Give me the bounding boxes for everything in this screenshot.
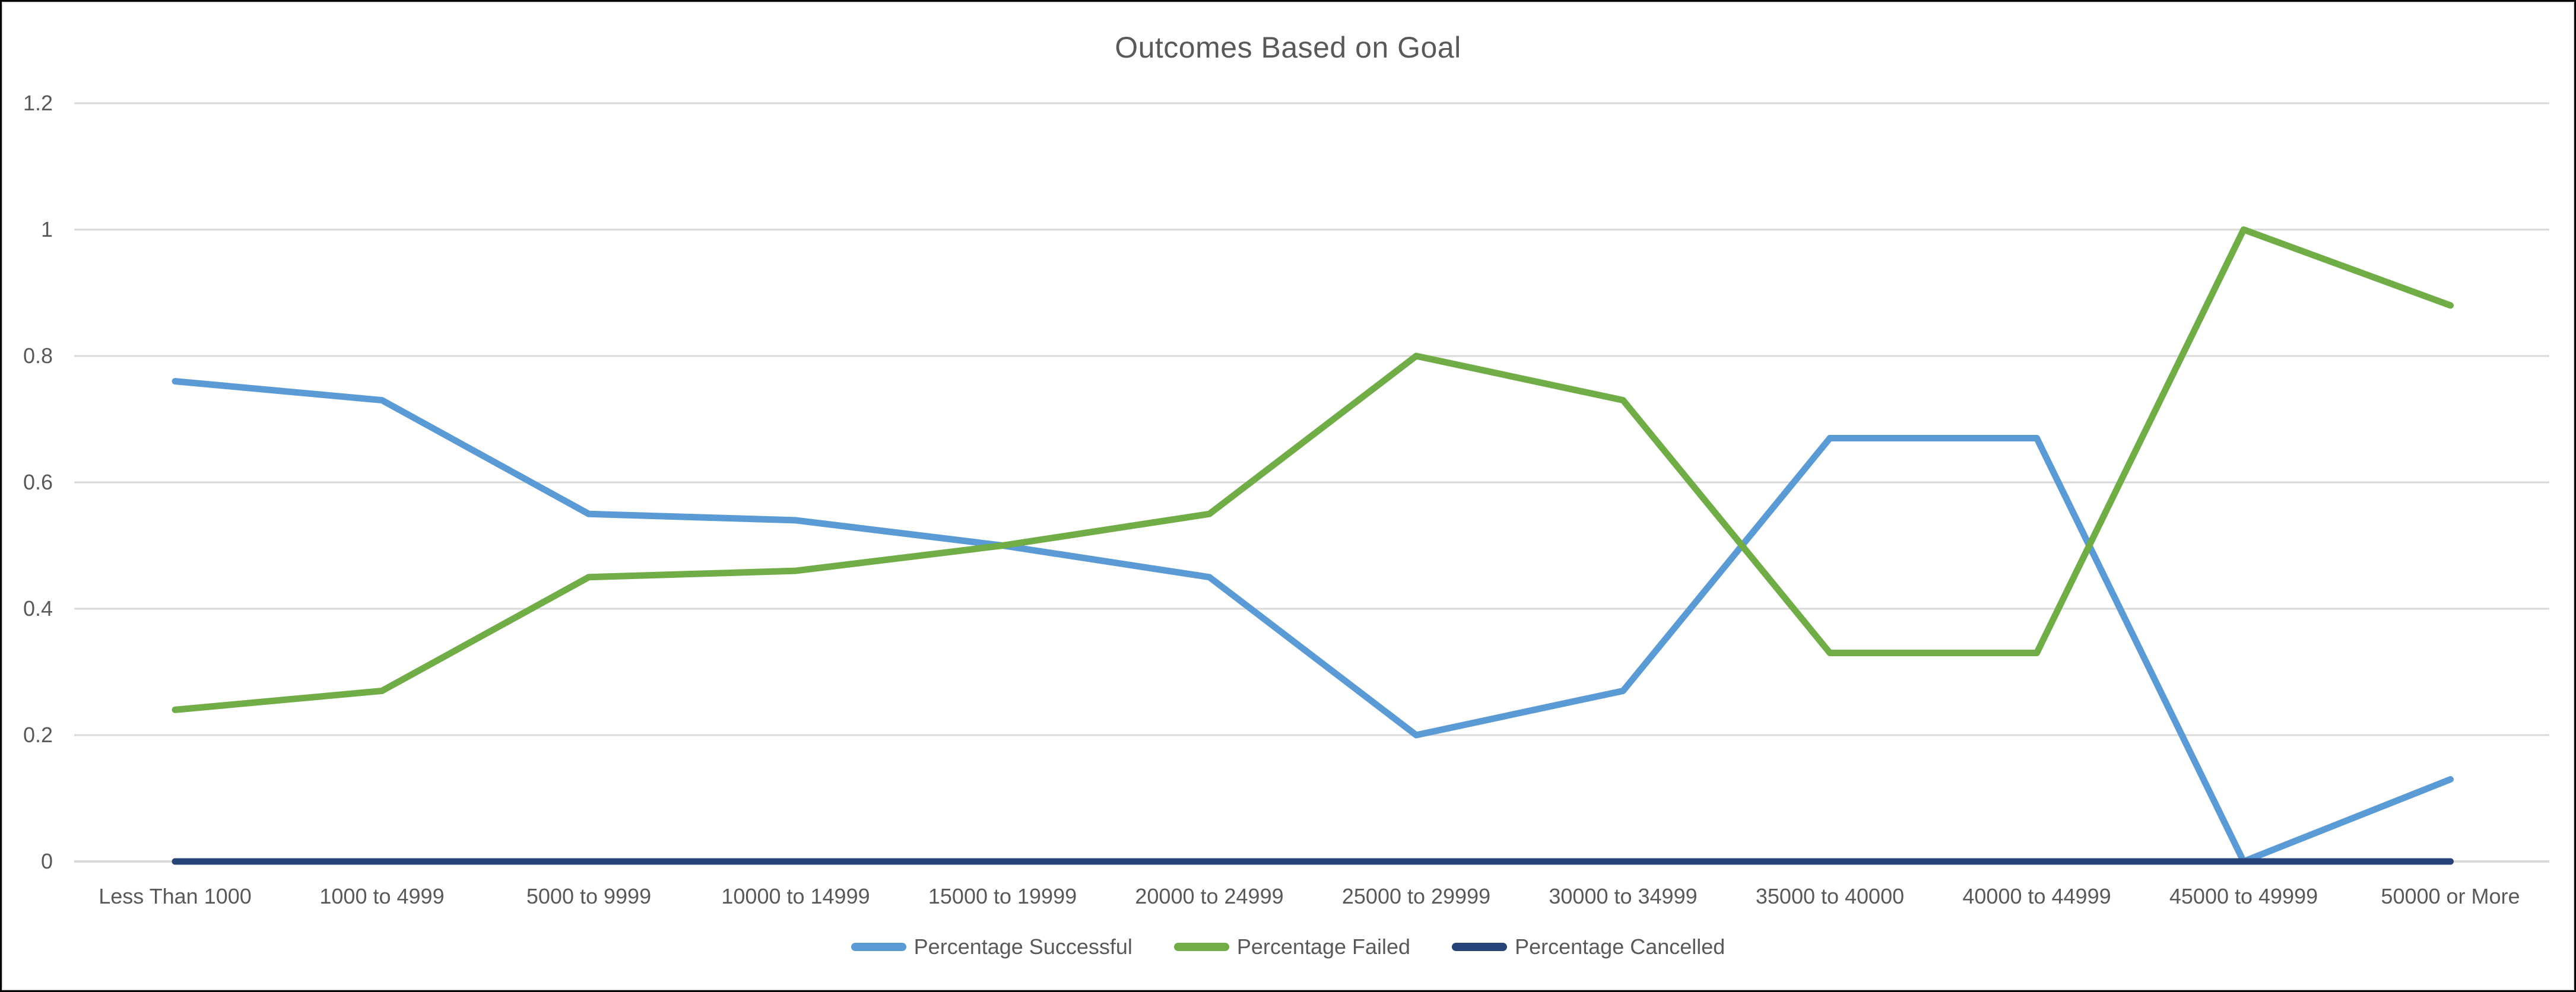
series-line-percentage-failed[interactable]	[172, 226, 2454, 713]
legend-line-marker	[1452, 943, 1508, 951]
legend: Percentage Successful Percentage Failed Pe…	[2, 934, 2574, 959]
x-axis-label: 10000 to 14999	[721, 884, 870, 908]
series-line-percentage-successful[interactable]	[172, 378, 2454, 865]
x-axis-label: 25000 to 29999	[1341, 884, 1491, 908]
legend-line-marker	[851, 943, 906, 951]
y-tick-label: 1.2	[23, 91, 53, 115]
y-tick-label: 0.8	[23, 344, 53, 368]
x-axis-label: 50000 or More	[2381, 884, 2520, 908]
x-axis-label: 45000 to 49999	[2169, 884, 2318, 908]
y-tick-label: 0.2	[23, 723, 53, 747]
x-axis-label: Less Than 1000	[99, 884, 252, 908]
x-axis-label: 40000 to 44999	[1962, 884, 2111, 908]
x-axis-label: 1000 to 4999	[319, 884, 445, 908]
x-axis-label: 5000 to 9999	[526, 884, 652, 908]
chart-title: Outcomes Based on Goal	[1115, 31, 1461, 64]
y-tick-label: 1	[40, 217, 53, 241]
y-tick-label: 0	[40, 849, 53, 873]
x-axis-label: 35000 to 40000	[1755, 884, 1905, 908]
legend-label: Percentage Failed	[1236, 934, 1411, 959]
legend-label: Percentage Cancelled	[1515, 934, 1725, 959]
x-axis-label: 15000 to 19999	[928, 884, 1077, 908]
y-tick-label: 0.6	[23, 470, 53, 494]
legend-item-percentage-failed[interactable]: Percentage Failed	[1173, 934, 1411, 959]
x-axis-label: 20000 to 24999	[1135, 884, 1284, 908]
x-axis-label: 30000 to 34999	[1549, 884, 1698, 908]
legend-item-percentage-cancelled[interactable]: Percentage Cancelled	[1452, 934, 1725, 959]
legend-label: Percentage Successful	[913, 934, 1132, 959]
legend-line-marker	[1173, 943, 1229, 951]
y-tick-label: 0.4	[23, 596, 53, 621]
legend-item-percentage-successful[interactable]: Percentage Successful	[851, 934, 1132, 959]
